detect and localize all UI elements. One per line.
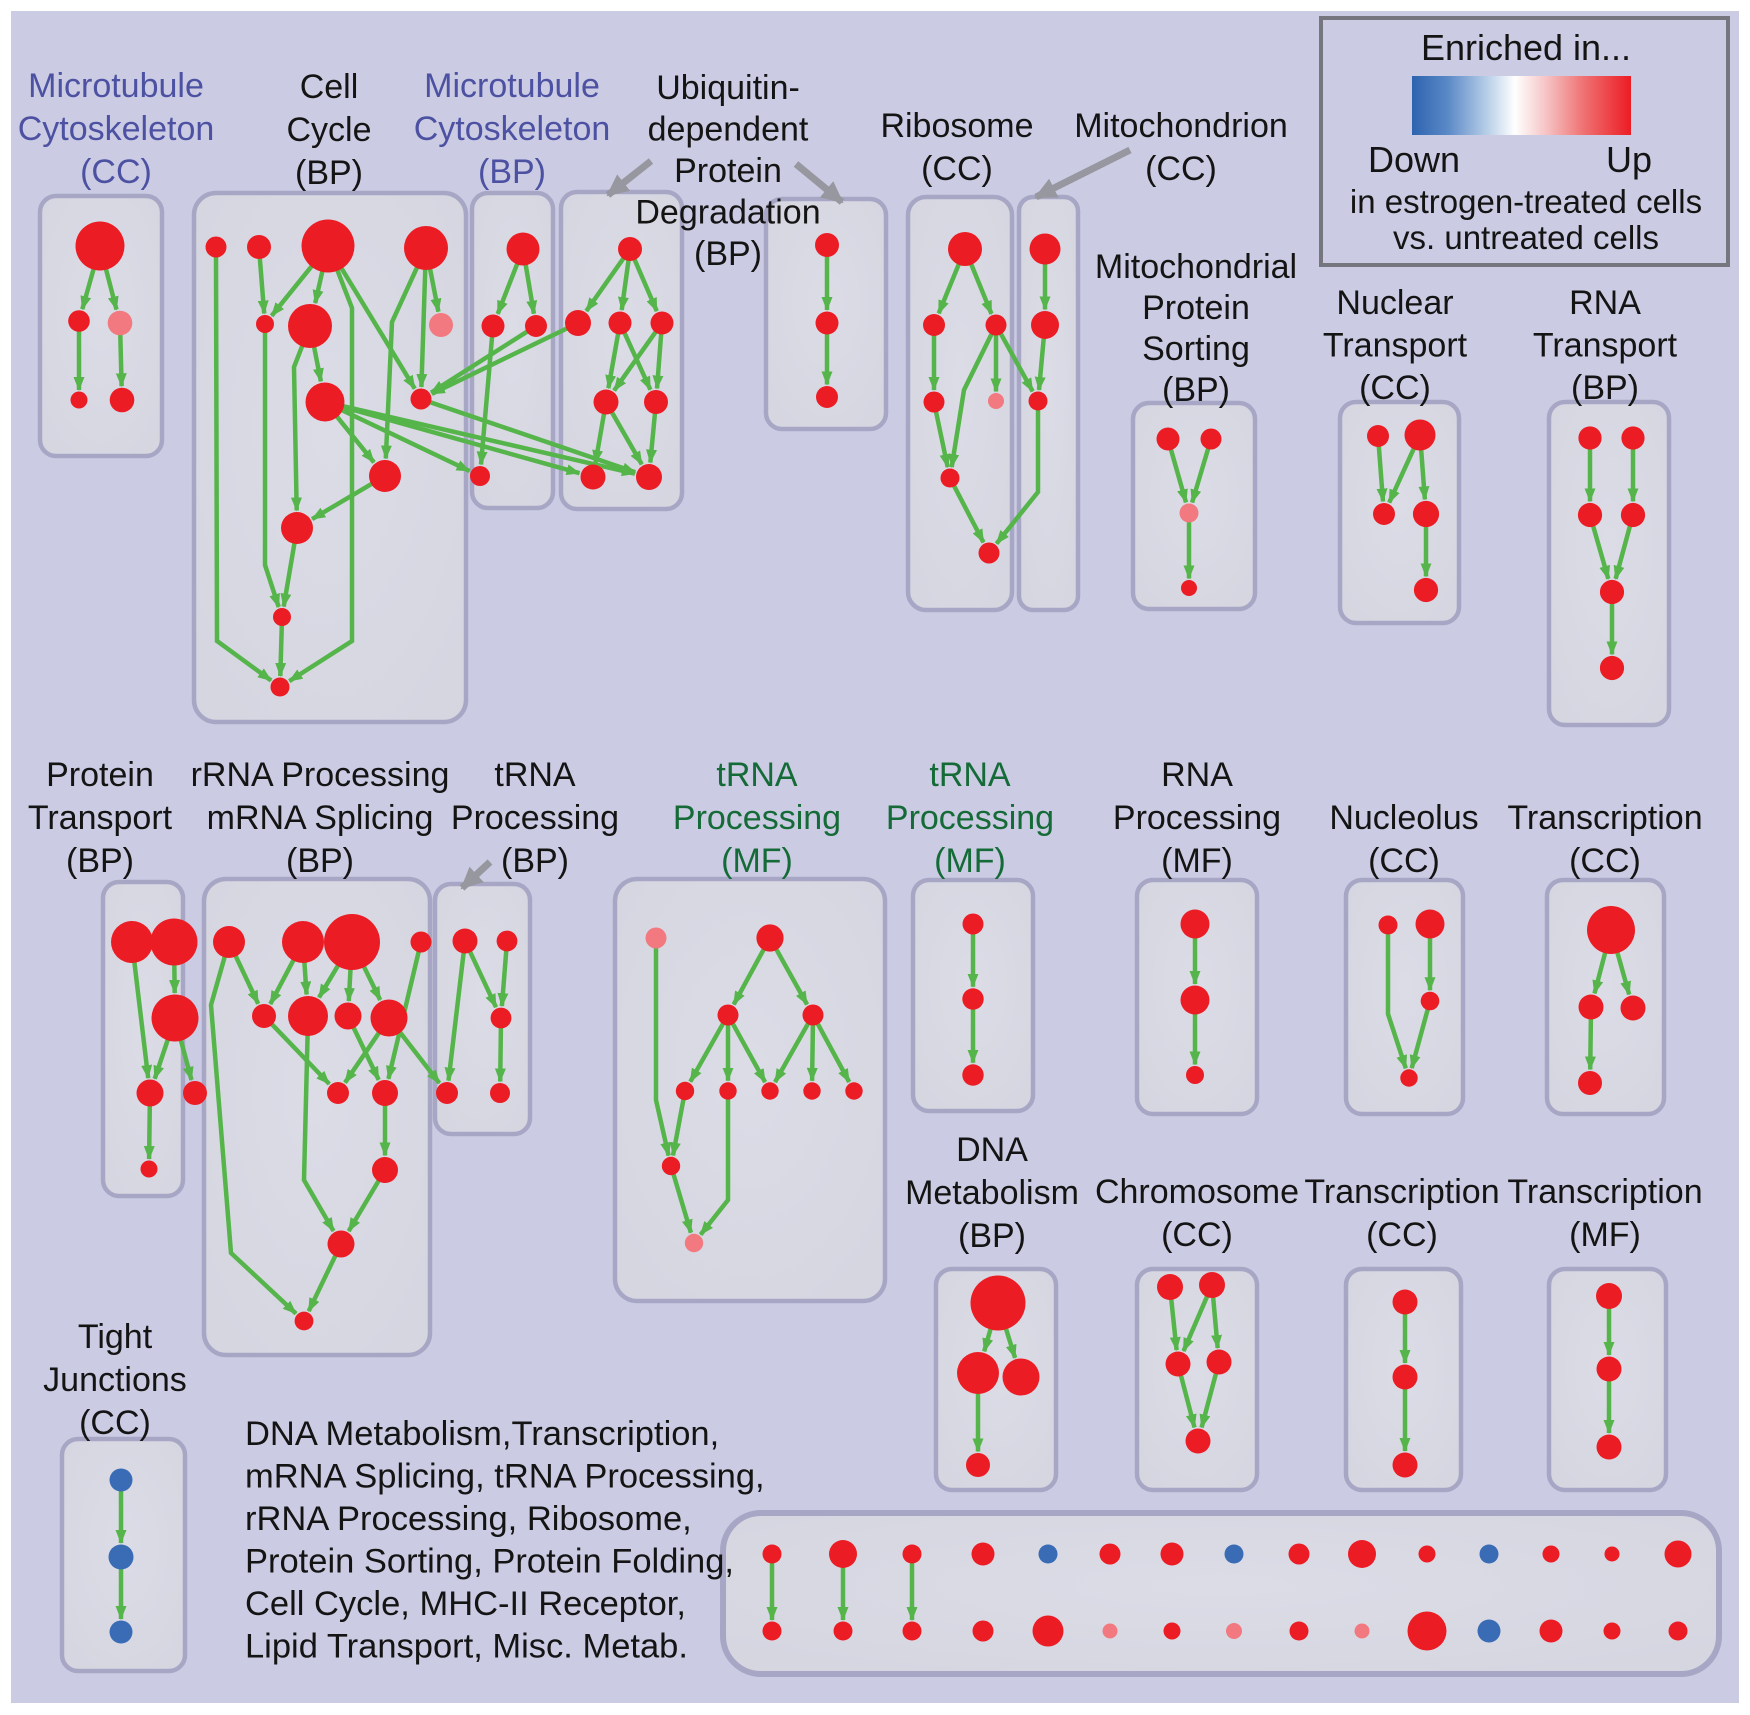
- svg-text:(BP): (BP): [1162, 371, 1230, 409]
- svg-text:Protein Sorting, Protein Foldi: Protein Sorting, Protein Folding,: [245, 1543, 734, 1581]
- svg-text:Processing: Processing: [451, 799, 619, 837]
- svg-text:(CC): (CC): [921, 150, 993, 188]
- svg-text:(BP): (BP): [694, 235, 762, 273]
- svg-text:vs. untreated cells: vs. untreated cells: [1393, 219, 1659, 256]
- svg-text:RNA: RNA: [1569, 284, 1641, 322]
- svg-text:Processing: Processing: [673, 799, 841, 837]
- svg-text:Protein: Protein: [46, 756, 154, 794]
- svg-text:Enriched in...: Enriched in...: [1421, 27, 1631, 68]
- svg-text:(CC): (CC): [1161, 1216, 1233, 1254]
- svg-text:(BP): (BP): [501, 842, 569, 880]
- svg-text:(MF): (MF): [934, 842, 1006, 880]
- svg-text:(BP): (BP): [66, 842, 134, 880]
- svg-text:RNA: RNA: [1161, 756, 1233, 794]
- svg-text:(BP): (BP): [478, 153, 546, 191]
- svg-text:rRNA Processing, Ribosome,: rRNA Processing, Ribosome,: [245, 1500, 692, 1538]
- svg-text:Lipid Transport, Misc. Metab.: Lipid Transport, Misc. Metab.: [245, 1628, 688, 1666]
- svg-text:Transport: Transport: [1533, 327, 1678, 365]
- svg-text:Protein: Protein: [674, 152, 782, 190]
- svg-text:in estrogen-treated cells: in estrogen-treated cells: [1350, 183, 1702, 220]
- svg-text:(MF): (MF): [721, 842, 793, 880]
- svg-text:Microtubule: Microtubule: [28, 67, 204, 105]
- svg-text:Cell: Cell: [300, 68, 359, 106]
- svg-text:tRNA: tRNA: [929, 756, 1011, 794]
- svg-text:(CC): (CC): [80, 153, 152, 191]
- svg-text:rRNA Processing: rRNA Processing: [191, 756, 450, 794]
- svg-text:Cell Cycle, MHC-II Receptor,: Cell Cycle, MHC-II Receptor,: [245, 1585, 686, 1623]
- svg-text:dependent: dependent: [648, 111, 809, 149]
- svg-text:(BP): (BP): [295, 154, 363, 192]
- svg-text:Mitochondrion: Mitochondrion: [1074, 107, 1288, 145]
- svg-text:Up: Up: [1606, 139, 1652, 180]
- svg-text:Transport: Transport: [1323, 327, 1468, 365]
- svg-text:(CC): (CC): [1145, 150, 1217, 188]
- svg-text:tRNA: tRNA: [494, 756, 576, 794]
- svg-text:Ribosome: Ribosome: [880, 107, 1033, 145]
- svg-text:Metabolism: Metabolism: [905, 1174, 1079, 1212]
- svg-text:(BP): (BP): [958, 1217, 1026, 1255]
- svg-text:Down: Down: [1368, 139, 1460, 180]
- svg-text:Mitochondrial: Mitochondrial: [1095, 248, 1297, 286]
- svg-text:Ubiquitin-: Ubiquitin-: [656, 69, 800, 107]
- svg-text:Microtubule: Microtubule: [424, 67, 600, 105]
- svg-text:Cytoskeleton: Cytoskeleton: [414, 110, 611, 148]
- svg-text:Sorting: Sorting: [1142, 330, 1250, 368]
- svg-text:DNA Metabolism,Transcription,: DNA Metabolism,Transcription,: [245, 1415, 719, 1453]
- svg-text:(CC): (CC): [1569, 842, 1641, 880]
- svg-text:(CC): (CC): [1368, 842, 1440, 880]
- svg-text:Transcription: Transcription: [1507, 1173, 1702, 1211]
- svg-text:Junctions: Junctions: [43, 1361, 187, 1399]
- svg-text:DNA: DNA: [956, 1131, 1028, 1169]
- svg-text:Protein: Protein: [1142, 289, 1250, 327]
- svg-text:Processing: Processing: [886, 799, 1054, 837]
- svg-text:(BP): (BP): [1571, 369, 1639, 407]
- svg-text:Cytoskeleton: Cytoskeleton: [18, 110, 215, 148]
- svg-text:(CC): (CC): [79, 1404, 151, 1442]
- svg-text:Transcription: Transcription: [1507, 799, 1702, 837]
- svg-text:Transcription: Transcription: [1304, 1173, 1499, 1211]
- svg-text:mRNA Splicing: mRNA Splicing: [207, 799, 434, 837]
- svg-text:tRNA: tRNA: [716, 756, 798, 794]
- svg-text:(BP): (BP): [286, 842, 354, 880]
- svg-text:Tight: Tight: [78, 1318, 153, 1356]
- svg-text:Chromosome: Chromosome: [1095, 1173, 1299, 1211]
- svg-text:(CC): (CC): [1366, 1216, 1438, 1254]
- svg-text:(MF): (MF): [1161, 842, 1233, 880]
- svg-text:Nuclear: Nuclear: [1336, 284, 1453, 322]
- svg-text:(CC): (CC): [1359, 369, 1431, 407]
- svg-text:(MF): (MF): [1569, 1216, 1641, 1254]
- svg-text:Processing: Processing: [1113, 799, 1281, 837]
- svg-text:Degradation: Degradation: [635, 194, 820, 232]
- svg-text:Nucleolus: Nucleolus: [1329, 799, 1478, 837]
- svg-text:Cycle: Cycle: [286, 111, 371, 149]
- svg-text:mRNA Splicing, tRNA Processing: mRNA Splicing, tRNA Processing,: [245, 1458, 765, 1496]
- svg-text:Transport: Transport: [28, 799, 173, 837]
